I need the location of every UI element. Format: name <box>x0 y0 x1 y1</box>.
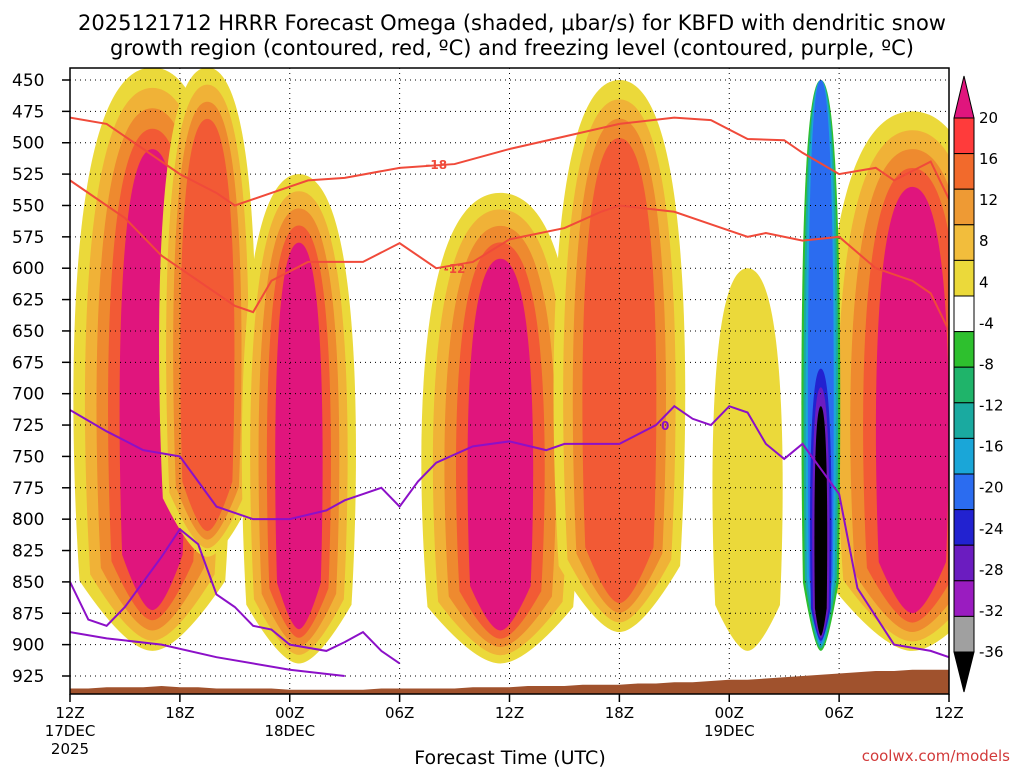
terrain <box>70 669 949 694</box>
omega-plume-6-level-20 <box>875 186 949 614</box>
y-tick-label-750: 750 <box>12 447 44 467</box>
omega-plume-3-level-20 <box>467 258 534 631</box>
colorbar-swatch-10 <box>953 437 975 475</box>
y-tick-label-575: 575 <box>12 228 44 248</box>
colorbar-swatch-8 <box>953 366 975 404</box>
y-axis: 450 475 500 525 550 575 600 625 650 675 700 725 750 7… <box>12 71 70 687</box>
dgz-contour-1-label: -12 <box>444 262 466 276</box>
dgz-contour-0 <box>70 116 949 207</box>
y-tick-label-800: 800 <box>12 510 44 530</box>
x-tick-year-0: 2025 <box>51 740 89 758</box>
y-tick-label-525: 525 <box>12 165 44 185</box>
colorbar-tick--8: -8 <box>979 355 994 373</box>
credit-text: coolwx.com/models <box>862 747 1010 765</box>
chart-title-line1: 2025121712 HRRR Forecast Omega (shaded, … <box>78 11 946 35</box>
omega-plume-4-level-16 <box>582 137 657 604</box>
colorbar-swatch-6 <box>953 295 975 333</box>
x-axis-label: Forecast Time (UTC) <box>414 747 605 768</box>
colorbar-tick--12: -12 <box>979 397 1004 415</box>
colorbar-tick--20: -20 <box>979 479 1004 497</box>
colorbar-swatch-7 <box>953 331 975 368</box>
colorbar-tick-12: 12 <box>979 191 998 209</box>
x-tick-label-1: 18Z <box>165 704 194 722</box>
colorbar-swatch-15 <box>953 615 975 653</box>
y-tick-label-725: 725 <box>12 416 44 436</box>
y-tick-label-675: 675 <box>12 353 44 373</box>
x-tick-label-5: 18Z <box>605 704 634 722</box>
x-tick-label-7: 06Z <box>824 704 853 722</box>
colorbar-tick--36: -36 <box>979 643 1004 661</box>
y-tick-label-775: 775 <box>12 479 44 499</box>
colorbar-top-arrow <box>953 75 975 119</box>
x-tick-label-2: 00Z <box>275 704 304 722</box>
omega-plume-2-level-20 <box>275 242 323 630</box>
colorbar-swatch-2 <box>953 153 975 190</box>
y-tick-label-850: 850 <box>12 573 44 593</box>
colorbar-tick-4: 4 <box>979 273 989 291</box>
colorbar-swatch-9 <box>953 402 975 439</box>
y-tick-label-475: 475 <box>12 102 44 122</box>
freezing-contour-0 <box>70 404 949 659</box>
y-tick-label-450: 450 <box>12 71 44 91</box>
omega-plume-1-level-16 <box>180 118 235 532</box>
colorbar-swatch-1 <box>953 117 975 155</box>
freezing-contour-2 <box>70 631 345 677</box>
dgz-contour-0-label: -18 <box>425 158 447 172</box>
y-tick-label-600: 600 <box>12 259 44 279</box>
y-tick-label-900: 900 <box>12 636 44 656</box>
x-tick-sublabel-6: 19DEC <box>704 722 755 740</box>
colorbar: 20 16 12 8 4 -4 -8 -12 -16 -20 -24 -28 -32 -36 <box>953 75 1004 693</box>
colorbar-tick-16: 16 <box>979 150 998 168</box>
colorbar-tick--32: -32 <box>979 602 1004 620</box>
x-tick-label-3: 06Z <box>385 704 414 722</box>
colorbar-swatch-4 <box>953 224 975 261</box>
y-tick-label-650: 650 <box>12 322 44 342</box>
x-tick-label-0: 12Z <box>55 704 84 722</box>
colorbar-swatch-11 <box>953 473 975 511</box>
y-tick-label-500: 500 <box>12 134 44 154</box>
colorbar-tick--4: -4 <box>979 314 994 332</box>
x-tick-label-8: 12Z <box>934 704 963 722</box>
colorbar-tick-20: 20 <box>979 109 998 127</box>
y-tick-label-875: 875 <box>12 604 44 624</box>
y-tick-label-550: 550 <box>12 196 44 216</box>
x-tick-label-4: 12Z <box>495 704 524 722</box>
freezing-contour-0-label: 0 <box>661 419 669 433</box>
contour-lines: -18 -12 0 <box>70 116 949 677</box>
colorbar-tick-8: 8 <box>979 232 989 250</box>
x-tick-label-6: 00Z <box>715 704 744 722</box>
colorbar-swatch-5 <box>953 259 975 297</box>
x-tick-sublabel-2: 18DEC <box>264 722 315 740</box>
colorbar-tick--24: -24 <box>979 520 1004 538</box>
colorbar-bottom-arrow <box>953 651 975 693</box>
x-tick-sublabel-0: 17DEC <box>45 722 96 740</box>
omega-downward-plume-level-6 <box>814 406 828 636</box>
colorbar-swatch-12 <box>953 509 975 546</box>
colorbar-tick--28: -28 <box>979 561 1004 579</box>
colorbar-tick--16: -16 <box>979 438 1004 456</box>
y-tick-label-925: 925 <box>12 667 44 687</box>
dgz-contour-1 <box>70 179 949 332</box>
chart-title-line2: growth region (contoured, red, ºC) and f… <box>110 36 914 60</box>
y-tick-label-625: 625 <box>12 291 44 311</box>
freezing-contour-1 <box>70 527 401 665</box>
omega-plume-5-level-4 <box>712 268 783 651</box>
colorbar-swatch-13 <box>953 544 975 582</box>
y-tick-label-825: 825 <box>12 542 44 562</box>
terrain-ground <box>70 669 949 694</box>
colorbar-swatch-3 <box>953 188 975 226</box>
y-tick-label-700: 700 <box>12 385 44 405</box>
colorbar-swatch-14 <box>953 580 975 617</box>
